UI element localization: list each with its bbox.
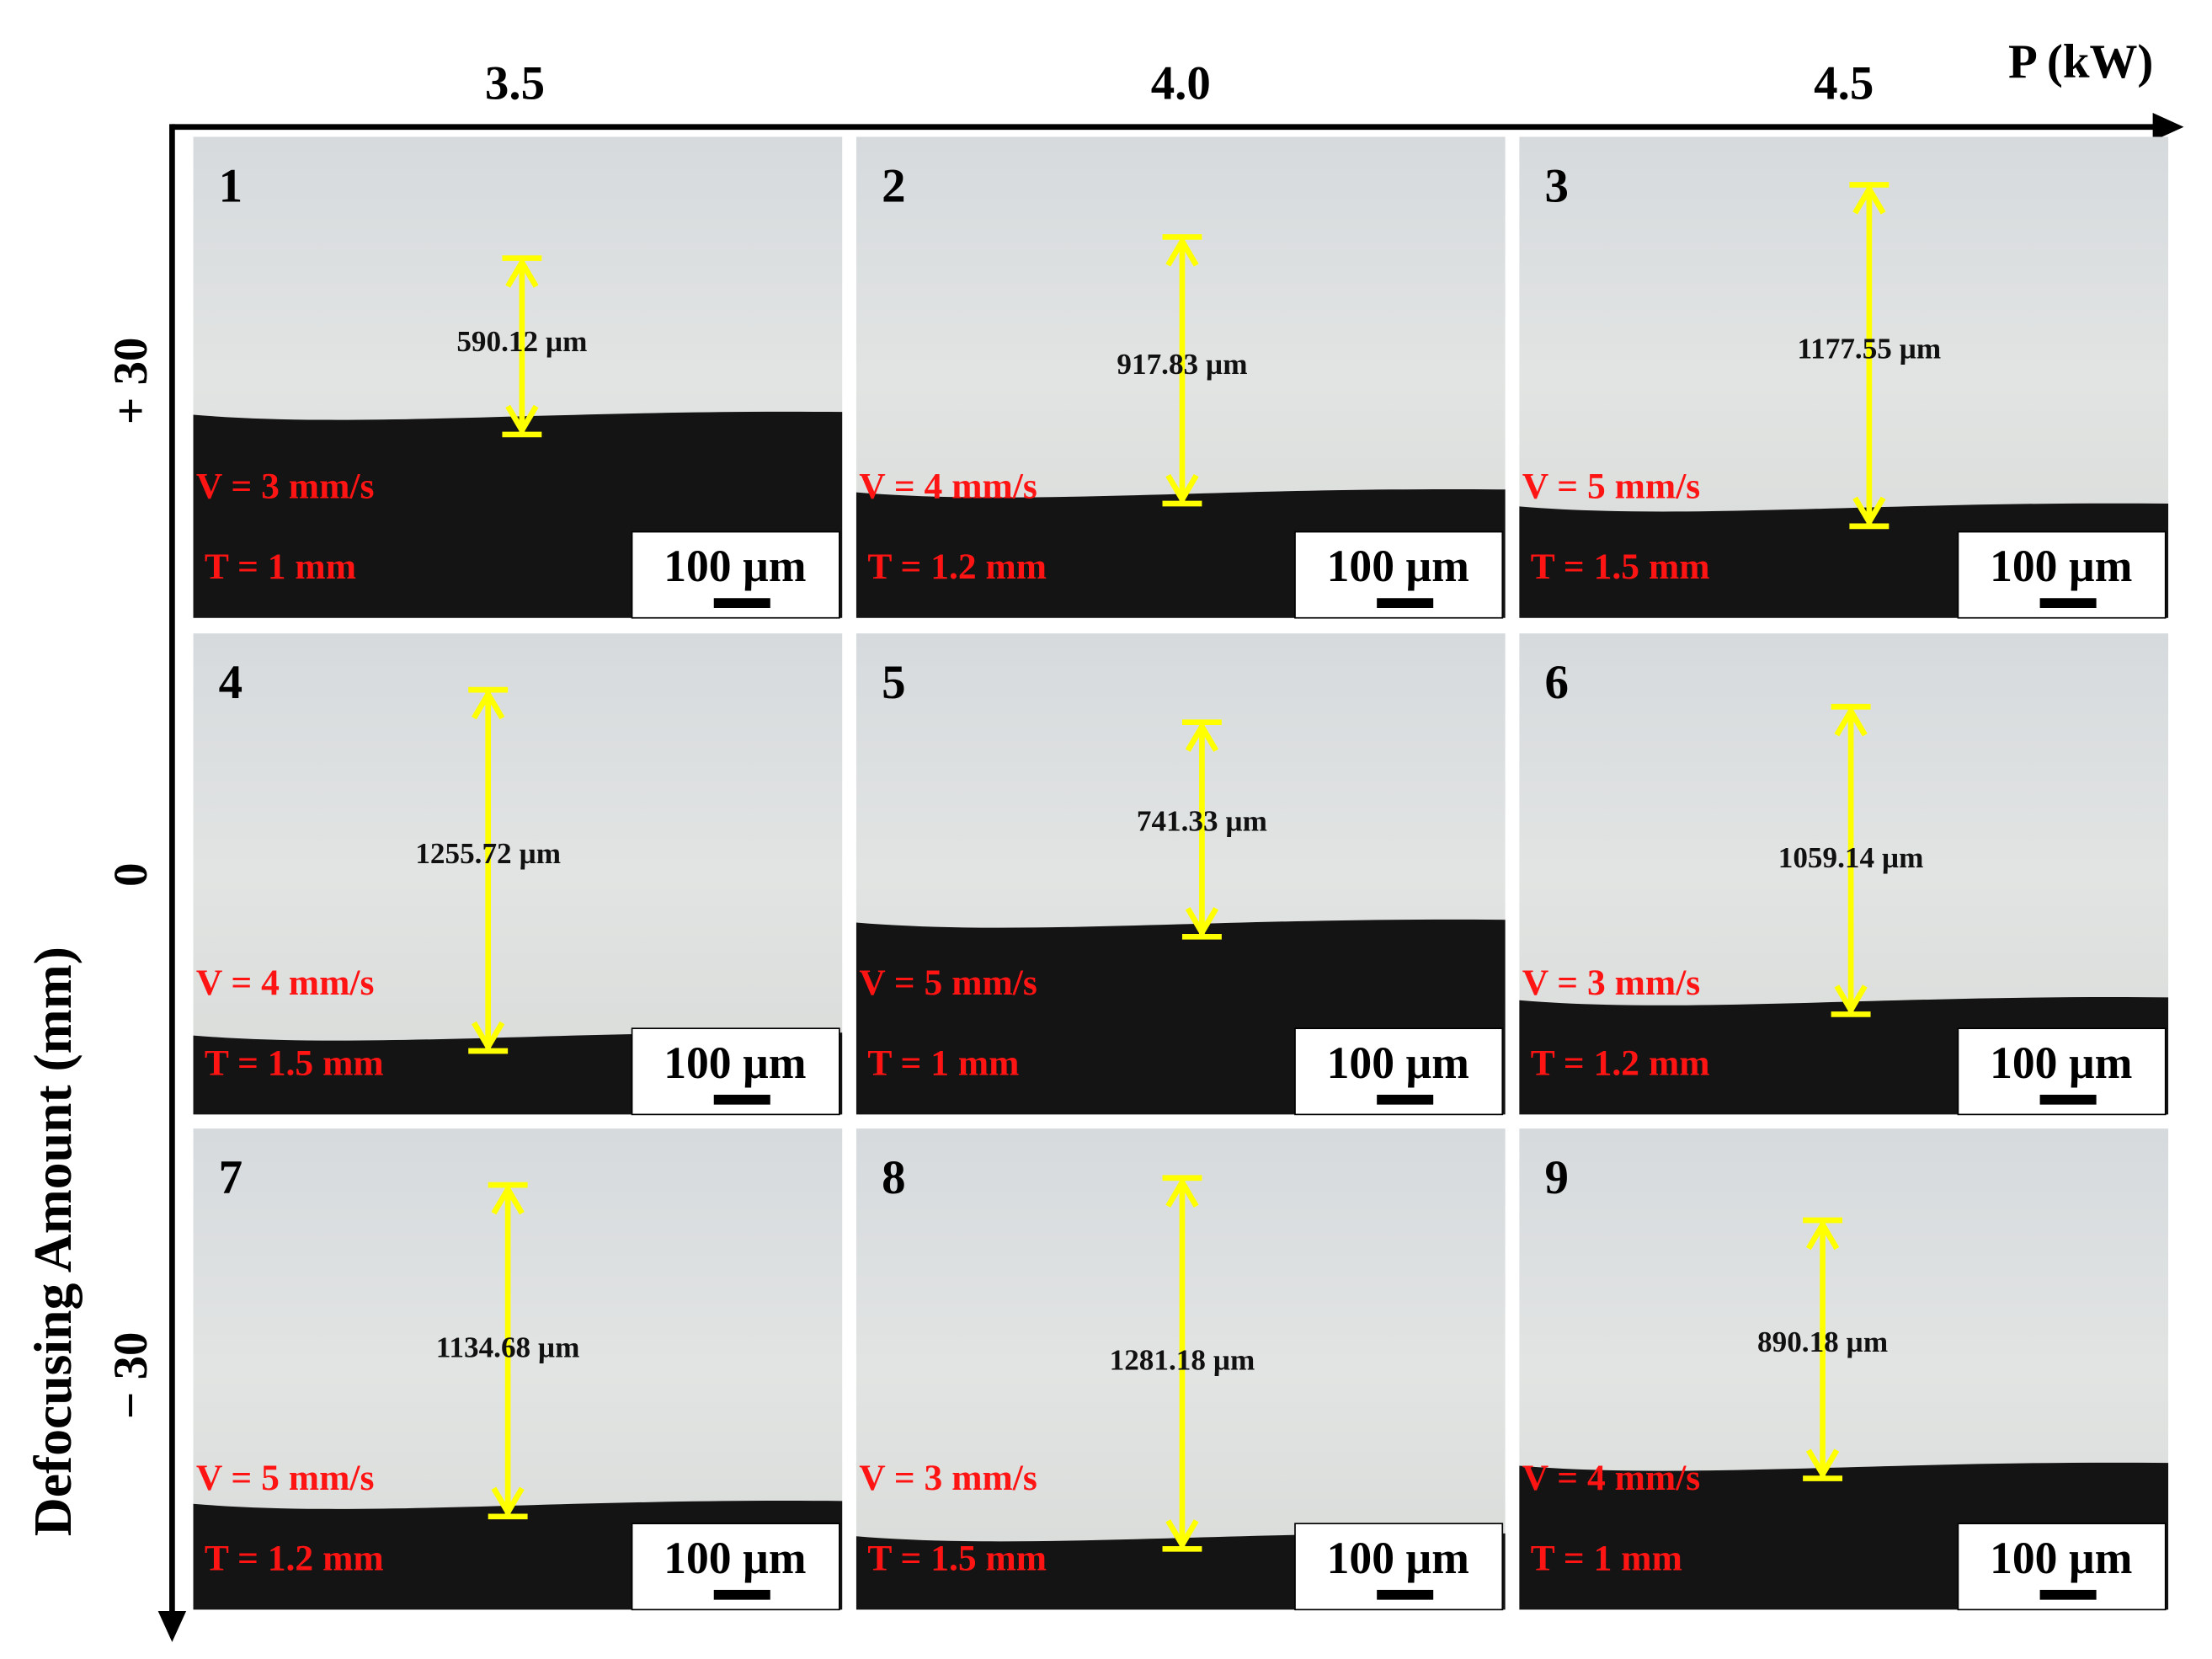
speed-label: V = 3 mm/s <box>859 1458 1037 1498</box>
scale-bar <box>2039 1589 2097 1600</box>
scale-label: 100 µm <box>1327 1533 1469 1583</box>
column-label: 4.5 <box>1814 56 1874 109</box>
thickness-label: 1059.14 µm <box>1778 841 1924 874</box>
speed-label: V = 5 mm/s <box>859 963 1037 1003</box>
panel: 1 590.12 µm V = 3 mm/s T = 1 mm 100 µm <box>193 136 843 619</box>
scale-label: 100 µm <box>1990 1038 2132 1088</box>
arrow-head <box>1834 705 1868 737</box>
panel-number: 7 <box>219 1151 243 1204</box>
scale-label: 100 µm <box>664 1038 806 1088</box>
scale-bar <box>713 1094 770 1105</box>
thickness-label: 1255.72 µm <box>415 837 561 870</box>
arrow-head <box>505 404 539 436</box>
arrow-head <box>472 688 505 720</box>
panel-number: 1 <box>219 160 243 213</box>
column-label: 4.0 <box>1151 56 1211 109</box>
panel: 9 890.18 µm V = 4 mm/s T = 1 mm 100 µm <box>1519 1128 2169 1611</box>
y-arrow <box>157 1611 187 1642</box>
speed-label: V = 3 mm/s <box>196 466 375 506</box>
speed-label: V = 4 mm/s <box>1522 1458 1701 1498</box>
scale-label: 100 µm <box>1327 541 1469 591</box>
panel: 5 741.33 µm V = 5 mm/s T = 1 mm 100 µm <box>855 633 1506 1116</box>
scale-bar <box>1377 1094 1434 1105</box>
scale-bar <box>2039 1094 2097 1105</box>
y-label: Defocusing Amount (mm) <box>23 947 83 1536</box>
depth-label: T = 1 mm <box>867 1043 1019 1083</box>
depth-label: T = 1 mm <box>205 547 356 587</box>
row-label: 0 <box>104 862 157 886</box>
axes: P (kW) Defocusing Amount (mm) <box>23 35 2184 1642</box>
speed-label: V = 4 mm/s <box>859 466 1037 506</box>
thickness-label: 917.83 µm <box>1117 348 1247 381</box>
depth-label: T = 1.5 mm <box>867 1538 1047 1578</box>
panel: 3 1177.55 µm V = 5 mm/s T = 1.5 mm 100 µm <box>1519 136 2169 619</box>
panel: 7 1134.68 µm V = 5 mm/s T = 1.2 mm 100 µm <box>193 1128 843 1611</box>
scale-label: 100 µm <box>664 541 806 591</box>
panel-number: 9 <box>1545 1151 1569 1204</box>
arrow-head <box>1805 1219 1840 1251</box>
scale-label: 100 µm <box>1990 1533 2132 1583</box>
scale-bar <box>713 598 770 608</box>
arrow-head <box>491 1486 525 1518</box>
speed-label: V = 5 mm/s <box>196 1458 375 1498</box>
arrow-head <box>1185 721 1219 752</box>
depth-label: T = 1.2 mm <box>1531 1043 1710 1083</box>
depth-label: T = 1.5 mm <box>205 1043 384 1083</box>
panel: 8 1281.18 µm V = 3 mm/s T = 1.5 mm 100 µm <box>855 1128 1506 1611</box>
thickness-label: 1281.18 µm <box>1110 1344 1255 1377</box>
arrow-head <box>1852 496 1886 528</box>
scale-label: 100 µm <box>1327 1038 1469 1088</box>
scale-label: 100 µm <box>1990 541 2132 591</box>
arrow-head <box>472 1021 505 1053</box>
depth-label: T = 1.5 mm <box>1531 547 1710 587</box>
depth-label: T = 1.2 mm <box>867 547 1047 587</box>
thickness-label: 890.18 µm <box>1757 1326 1888 1358</box>
arrow-head <box>1165 473 1199 505</box>
thickness-label: 590.12 µm <box>456 325 587 358</box>
panel-number: 5 <box>882 656 905 709</box>
arrow-head <box>1165 1176 1199 1208</box>
panel-number: 2 <box>882 160 905 213</box>
speed-label: V = 4 mm/s <box>196 963 375 1003</box>
arrow-head <box>505 256 539 288</box>
x-label: P (kW) <box>2008 35 2153 88</box>
arrow-head <box>1165 1519 1199 1550</box>
thickness-label: 741.33 µm <box>1137 805 1267 838</box>
scale-bar <box>1377 598 1434 608</box>
thickness-label: 1134.68 µm <box>436 1331 580 1364</box>
speed-label: V = 3 mm/s <box>1522 963 1701 1003</box>
arrow-head <box>1834 984 1868 1016</box>
thickness-label: 1177.55 µm <box>1798 332 1942 365</box>
depth-label: T = 1.2 mm <box>205 1538 384 1578</box>
scale-label: 100 µm <box>664 1533 806 1583</box>
arrow-head <box>1805 1448 1840 1480</box>
panel-number: 3 <box>1545 160 1569 213</box>
arrow-head <box>1165 235 1199 267</box>
scale-bar <box>713 1589 770 1600</box>
scale-bar <box>1377 1589 1434 1600</box>
x-arrow <box>2152 113 2184 141</box>
depth-label: T = 1 mm <box>1531 1538 1682 1578</box>
arrow-head <box>1852 183 1886 215</box>
panel-number: 8 <box>882 1151 905 1204</box>
speed-label: V = 5 mm/s <box>1522 466 1701 506</box>
row-label: + 30 <box>104 337 157 424</box>
panel-number: 4 <box>219 656 243 709</box>
arrow-head <box>491 1183 525 1215</box>
column-label: 3.5 <box>485 56 545 109</box>
panel: 2 917.83 µm V = 4 mm/s T = 1.2 mm 100 µm <box>855 136 1506 619</box>
panel: 4 1255.72 µm V = 4 mm/s T = 1.5 mm 100 µm <box>193 633 843 1116</box>
panel-number: 6 <box>1545 656 1569 709</box>
scale-bar <box>2039 598 2097 608</box>
arrow-head <box>1185 907 1219 938</box>
panel: 6 1059.14 µm V = 3 mm/s T = 1.2 mm 100 µm <box>1519 633 2169 1116</box>
row-label: − 30 <box>104 1331 157 1419</box>
